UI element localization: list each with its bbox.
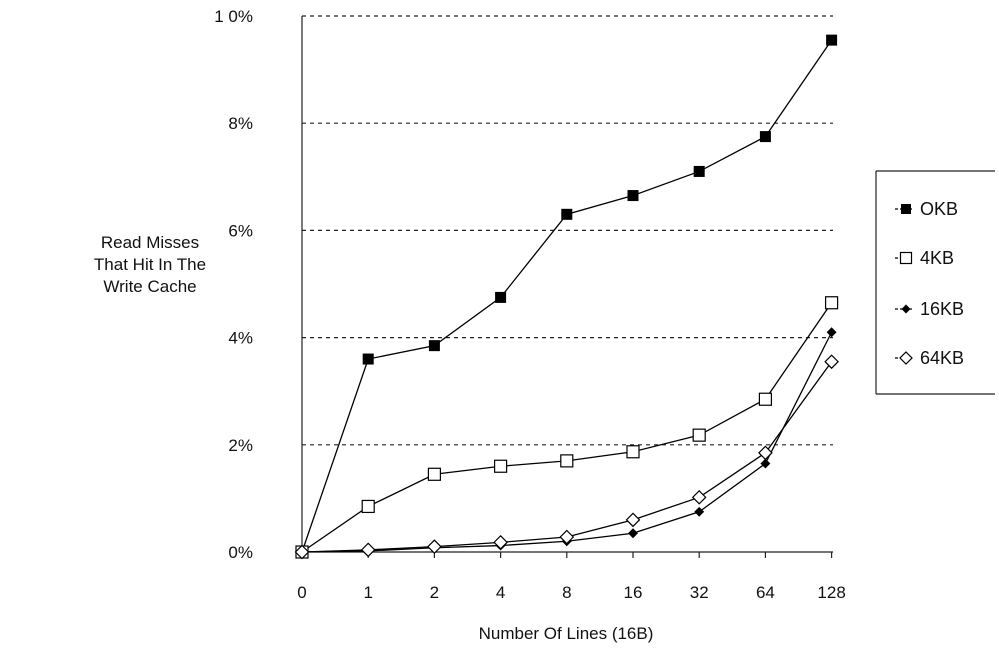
x-tick-label: 32	[690, 583, 709, 602]
legend-label: OKB	[920, 199, 958, 219]
legend-label: 4KB	[920, 248, 954, 268]
data-point-16kb	[694, 506, 705, 517]
legend-label: 16KB	[920, 299, 964, 319]
data-point-16kb	[628, 528, 638, 539]
data-point-64kb	[758, 445, 773, 461]
legend-marker-okb	[901, 204, 911, 214]
data-point-64kb	[559, 529, 575, 545]
data-point-okb	[495, 291, 507, 303]
legend-marker-4kb	[899, 251, 913, 265]
x-tick-label: 8	[562, 583, 571, 602]
y-axis-label-line-1: Read Misses	[100, 233, 200, 252]
x-axis-label: Number Of Lines (16B)	[478, 624, 654, 643]
y-axis-label-line-2: That Hit In The	[93, 255, 207, 274]
data-point-64kb	[824, 354, 839, 370]
data-point-64kb	[625, 512, 641, 528]
data-point-64kb	[493, 535, 508, 550]
x-tick-label: 16	[624, 583, 643, 602]
y-axis-label-line-3: Write Cache	[103, 277, 197, 296]
data-point-64kb	[691, 489, 707, 505]
y-axis-label: Read Misses That Hit In The Write Cache	[65, 232, 235, 298]
data-point-4kb	[494, 459, 508, 473]
data-point-4kb	[692, 428, 706, 442]
y-tick-label: 4%	[228, 329, 253, 348]
y-tick-label: 0%	[228, 543, 253, 562]
series-line-4kb	[301, 302, 833, 553]
x-tick-label: 1	[363, 583, 372, 602]
x-tick-label: 64	[756, 583, 775, 602]
x-tick-label: 4	[496, 583, 505, 602]
y-tick-label: 8%	[228, 114, 253, 133]
data-point-64kb	[360, 542, 376, 558]
data-point-64kb	[294, 544, 310, 560]
data-point-4kb	[824, 296, 839, 310]
data-point-okb	[362, 353, 374, 365]
data-point-4kb	[626, 445, 640, 459]
y-tick-label: 1 0%	[214, 7, 253, 26]
data-point-okb	[561, 208, 573, 220]
data-point-4kb	[758, 392, 773, 406]
series-line-okb	[301, 39, 833, 553]
data-point-64kb	[427, 539, 442, 554]
legend-label: 64KB	[920, 348, 964, 368]
data-point-okb	[826, 34, 838, 46]
data-point-okb	[759, 131, 771, 143]
y-tick-label: 6%	[228, 221, 253, 240]
data-point-4kb	[427, 467, 441, 481]
x-tick-label: 0	[297, 583, 306, 602]
y-tick-label: 2%	[228, 436, 253, 455]
data-point-okb	[428, 340, 440, 352]
x-tick-label: 128	[817, 583, 845, 602]
data-point-4kb	[560, 454, 574, 468]
data-point-16kb	[760, 458, 771, 469]
data-point-okb	[693, 165, 705, 177]
x-tick-label: 2	[430, 583, 439, 602]
legend-marker-64kb	[899, 351, 913, 365]
data-point-16kb	[826, 327, 837, 338]
series-line-16kb	[301, 331, 833, 553]
data-point-4kb	[361, 499, 375, 514]
data-point-okb	[627, 190, 639, 202]
legend-marker-16kb	[901, 304, 911, 314]
